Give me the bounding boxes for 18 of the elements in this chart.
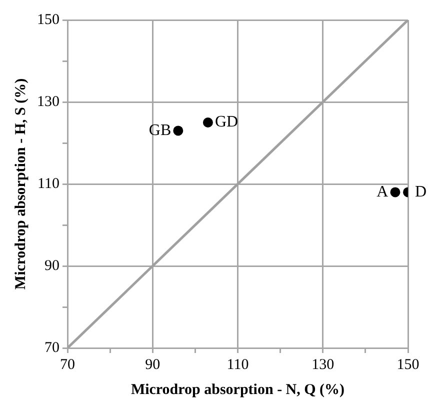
y-tick-label: 110 [38,176,60,192]
x-axis-title: Microdrop absorption - N, Q (%) [130,382,345,398]
point [173,126,184,136]
y-tick-label: 130 [37,94,60,110]
x-tick-label: 110 [226,356,249,373]
annotation: A [376,183,389,200]
y-tick-label: 90 [44,258,60,274]
x-tick-label: 90 [145,356,160,373]
x-tick-label: 70 [60,356,75,373]
y-tick-label: 150 [37,12,60,28]
y-axis-title: Microdrop absorption - H, S (%) [12,78,29,290]
annotation: D [415,183,427,200]
point [202,118,213,128]
y-tick-label: 70 [44,340,60,356]
annotation: GD [214,114,238,131]
x-tick-label: 130 [312,356,334,373]
annotation: GB [148,122,172,139]
x-tick-label: 150 [396,356,420,373]
